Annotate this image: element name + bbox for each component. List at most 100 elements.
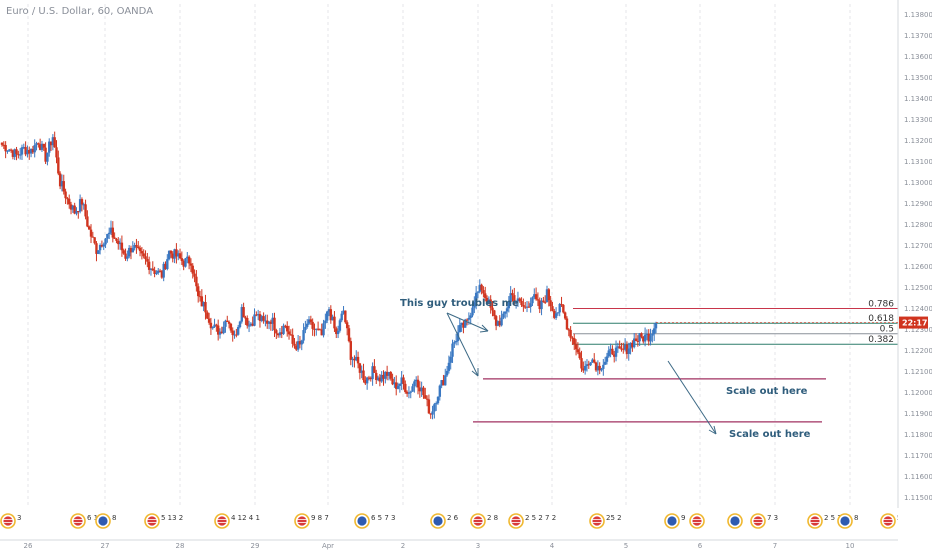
price-tick-label: 1.12600 xyxy=(904,263,932,271)
candle-body xyxy=(296,341,300,350)
event-marker[interactable]: 2 8 xyxy=(470,513,498,529)
candle-body xyxy=(264,320,267,322)
candle-body xyxy=(502,313,505,318)
candle-body xyxy=(164,263,167,270)
candle-body xyxy=(40,143,44,150)
price-tick-label: 1.11700 xyxy=(904,452,932,460)
price-tick-label: 1.13100 xyxy=(904,158,932,166)
candle-body xyxy=(582,368,585,371)
candle-body xyxy=(97,250,100,254)
candle-body xyxy=(473,302,476,308)
event-marker[interactable]: 8 xyxy=(95,513,116,529)
candle-body xyxy=(86,216,89,227)
candle-body xyxy=(6,150,9,152)
candle-body xyxy=(102,244,105,247)
event-marker[interactable]: 3 xyxy=(0,513,21,529)
candle-body xyxy=(271,317,274,324)
candle-body xyxy=(652,328,656,334)
flag-fill xyxy=(592,516,602,526)
candle-body xyxy=(445,370,449,376)
candle-body xyxy=(262,316,265,321)
candle-body xyxy=(429,413,432,415)
candle-body xyxy=(553,310,556,318)
event-counts: 6 5 7 3 xyxy=(371,514,396,522)
target-lines[interactable] xyxy=(473,378,826,423)
candle-body xyxy=(458,325,461,333)
candle-body xyxy=(371,366,374,380)
candle-body xyxy=(413,381,416,387)
time-tick-label: 7 xyxy=(773,542,777,550)
candle-body xyxy=(129,247,133,253)
candle-body xyxy=(306,323,309,327)
candle-body xyxy=(616,346,620,348)
chart-annotations[interactable]: This guy troubles me Scale out here Scale … xyxy=(400,298,811,440)
candle-body xyxy=(4,145,7,152)
event-marker[interactable]: 2 5 22 xyxy=(807,513,846,529)
candle-body xyxy=(171,253,174,259)
price-tick-label: 1.13300 xyxy=(904,116,932,124)
price-tick-label: 1.12300 xyxy=(904,326,932,334)
candle-body xyxy=(349,341,352,360)
candle-body xyxy=(295,345,298,350)
candle-body xyxy=(460,322,463,326)
candle-body xyxy=(18,154,22,156)
candle-body xyxy=(115,238,118,241)
price-tick-label: 1.11900 xyxy=(904,410,932,418)
candle-body xyxy=(233,334,236,336)
price-tick-label: 1.13200 xyxy=(904,137,932,145)
time-tick-label: Apr xyxy=(322,542,334,550)
candle-body xyxy=(220,331,224,334)
event-marker[interactable] xyxy=(689,513,705,529)
candle-body xyxy=(325,311,329,321)
event-marker[interactable]: 9 xyxy=(664,513,685,529)
candle-body xyxy=(249,323,253,326)
candle-body xyxy=(195,276,198,287)
candle-body xyxy=(302,330,305,341)
candle-body xyxy=(186,256,189,259)
candle-body xyxy=(369,377,372,380)
candle-body xyxy=(167,250,171,260)
time-tick-label: 3 xyxy=(476,542,480,550)
candle-body xyxy=(453,342,456,344)
candle-body xyxy=(563,312,567,319)
event-marker[interactable]: 2 6 xyxy=(430,513,459,529)
event-marker[interactable]: 7 3 xyxy=(750,513,778,529)
time-axis[interactable]: 26 27 28 29 Apr 2 3 4 5 6 7 10 xyxy=(0,539,898,550)
candle-body xyxy=(37,143,40,145)
candle-body xyxy=(20,147,24,155)
economic-events-row[interactable]: 3 6 1 8 5 13 2 4 12 4 1 9 8 7 6 5 7 3 2 6 2 8 2 5… xyxy=(0,513,908,529)
event-marker[interactable]: 4 12 4 1 xyxy=(214,513,260,529)
candle-body xyxy=(207,318,211,323)
event-marker[interactable]: 8 xyxy=(837,513,858,529)
candle-body xyxy=(636,340,640,342)
price-tick-label: 1.12000 xyxy=(904,389,932,397)
candle-body xyxy=(647,333,650,342)
candle-body xyxy=(591,359,594,363)
event-marker[interactable]: 6 5 7 3 xyxy=(354,513,396,529)
event-marker[interactable]: 2 5 2 7 2 xyxy=(508,513,556,529)
event-marker[interactable]: 5 13 2 xyxy=(144,513,183,529)
candle-body xyxy=(471,307,474,316)
event-marker[interactable]: 25 2 xyxy=(589,513,622,529)
candle-body xyxy=(425,398,429,400)
candle-body xyxy=(465,319,469,321)
candle-body xyxy=(587,364,590,366)
candle-body xyxy=(258,314,262,321)
candle-body xyxy=(395,382,398,389)
candle-body xyxy=(542,300,545,302)
flag-fill xyxy=(511,516,521,526)
candle-body xyxy=(484,293,487,298)
candle-body xyxy=(227,321,231,324)
event-counts: 8 xyxy=(112,514,116,522)
event-marker[interactable]: 6 1 xyxy=(70,513,98,529)
event-marker[interactable] xyxy=(727,513,743,529)
candle-body xyxy=(340,313,343,321)
candle-body xyxy=(511,293,514,296)
flag-fill xyxy=(883,516,893,526)
price-axis[interactable]: 1.13800 1.13700 1.13600 1.13500 1.13400 1.133… xyxy=(656,0,932,550)
event-marker[interactable]: 9 8 7 xyxy=(294,513,329,529)
candle-body xyxy=(316,328,320,330)
candle-body xyxy=(98,245,102,251)
candle-body xyxy=(583,365,587,371)
